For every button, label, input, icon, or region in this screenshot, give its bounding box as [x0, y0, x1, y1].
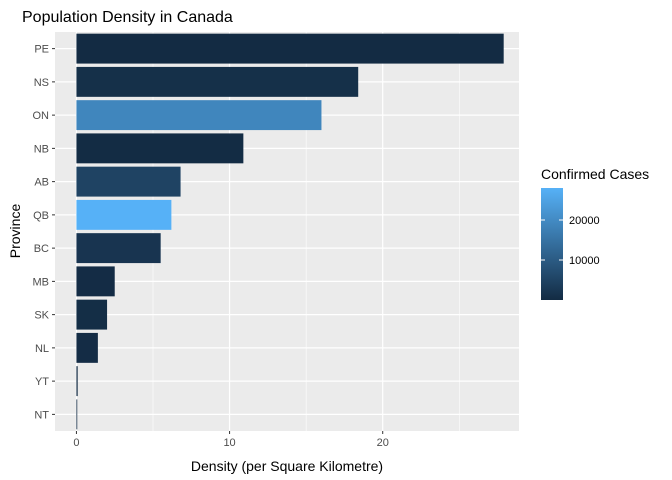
y-tick-label: NS — [34, 77, 49, 89]
bar-ab — [76, 166, 181, 197]
legend-title: Confirmed Cases — [541, 166, 649, 182]
bar-bc — [76, 233, 161, 264]
bar-nb — [76, 133, 244, 164]
y-tick-label: QB — [33, 210, 49, 222]
x-axis-title: Density (per Square Kilometre) — [191, 458, 383, 474]
bars — [76, 33, 504, 430]
y-tick-label: NB — [34, 143, 49, 155]
plot-panel — [55, 32, 519, 431]
x-axis-ticks: 0 10 20 — [73, 431, 389, 449]
bar-sk — [76, 299, 108, 330]
y-tick-label: ON — [33, 110, 50, 122]
x-tick-label: 20 — [377, 437, 389, 449]
y-tick-label: NL — [35, 343, 49, 355]
y-axis-ticks: NT YT NL SK MB BC QB AB NB ON NS PE — [33, 44, 55, 421]
bar-nt — [76, 399, 78, 430]
y-tick-label: SK — [34, 310, 49, 322]
bar-qb — [76, 199, 172, 230]
legend: Confirmed Cases 10000 20000 — [541, 166, 649, 300]
chart-title: Population Density in Canada — [22, 9, 233, 26]
bar-on — [76, 100, 322, 131]
y-tick-label: BC — [34, 243, 49, 255]
y-tick-label: AB — [34, 177, 49, 189]
grid-minor — [152, 32, 460, 431]
bar-nl — [76, 332, 98, 363]
legend-tick-label: 10000 — [569, 255, 600, 267]
bar-pe — [76, 33, 504, 64]
x-tick-label: 10 — [223, 437, 235, 449]
legend-ticks: 10000 20000 — [541, 215, 600, 267]
y-tick-label: YT — [35, 376, 49, 388]
bar-yt — [76, 366, 78, 397]
y-tick-label: MB — [33, 276, 50, 288]
bar-ns — [76, 66, 359, 97]
x-tick-label: 0 — [73, 437, 79, 449]
bar-mb — [76, 266, 115, 297]
legend-tick-label: 20000 — [569, 215, 600, 227]
legend-colorbar — [541, 188, 563, 300]
y-tick-label: NT — [34, 409, 49, 421]
y-axis-title: Province — [7, 204, 23, 259]
y-tick-label: PE — [34, 44, 49, 56]
